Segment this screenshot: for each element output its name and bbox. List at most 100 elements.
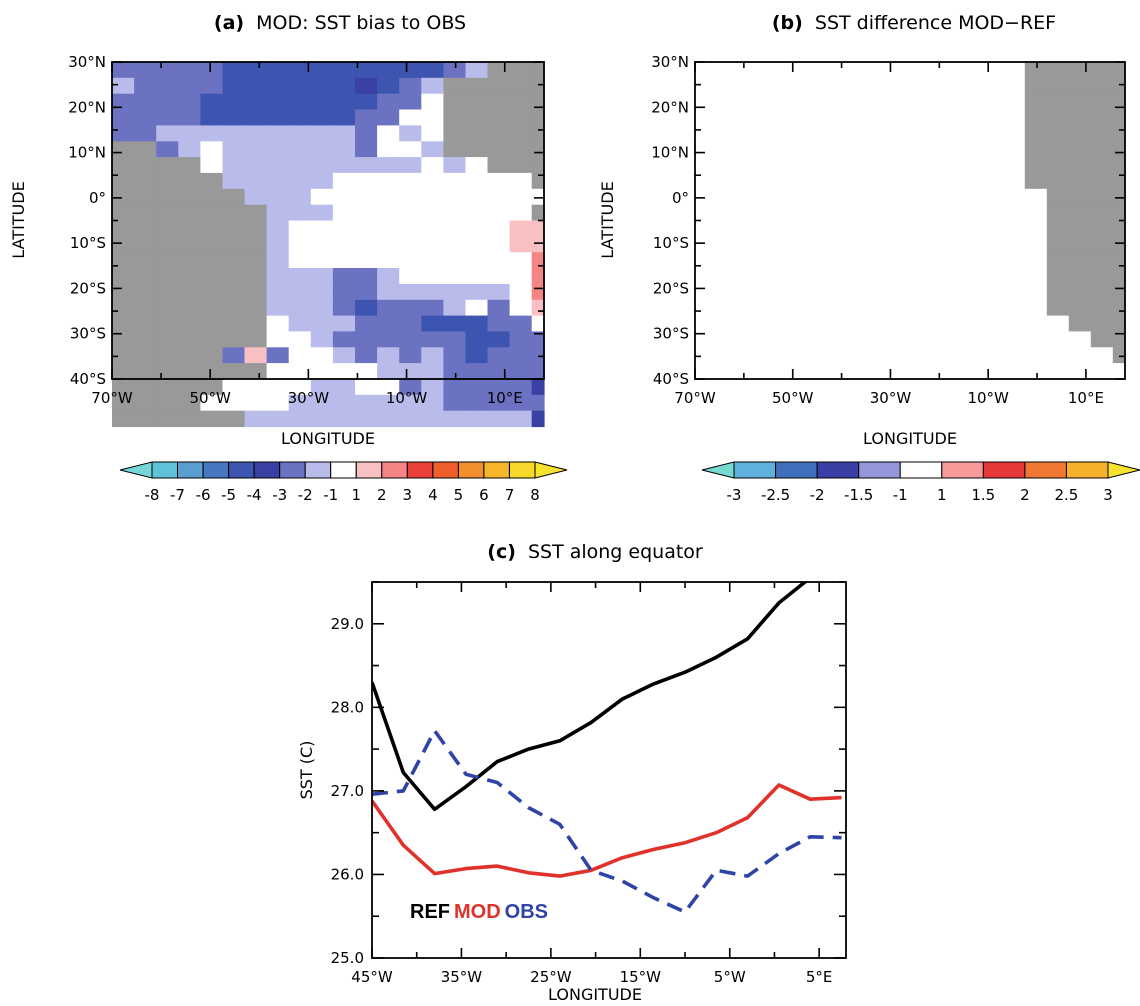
panel-a-cell (399, 315, 422, 332)
panel-b-cell (1024, 299, 1048, 317)
panel-b-cell (936, 236, 960, 253)
panel-b-cell (1068, 236, 1092, 253)
panel-a-cell (355, 77, 378, 95)
panel-b-cell (936, 109, 960, 126)
panel-a-y-tick-label: 30°N (68, 53, 106, 71)
panel-b-cell (892, 93, 916, 111)
panel-b-cell (870, 188, 894, 206)
panel-a-cell (222, 172, 246, 190)
panel-a-cell (266, 77, 290, 95)
panel-c-plot (372, 582, 842, 914)
panel-a-cell (288, 268, 312, 285)
panel-a-cell (399, 93, 422, 111)
panel-c-series-group (372, 582, 842, 914)
panel-a-cell (399, 379, 422, 396)
panel-a-cell (509, 394, 533, 412)
panel-a-cell (443, 283, 467, 301)
panel-b-cell (1024, 363, 1048, 380)
panel-a-cell (200, 268, 224, 285)
panel-a-colorbar-label: -5 (221, 486, 236, 504)
panel-b-title-text: SST difference MOD−REF (815, 12, 1056, 34)
panel-b-cell (980, 299, 1004, 317)
panel-b-cell (783, 236, 806, 253)
panel-a-cell (178, 204, 201, 222)
panel-b-cell (826, 252, 850, 269)
panel-a-y-tick-label: 10°S (70, 234, 106, 252)
panel-b-cell (826, 172, 850, 190)
panel-a-cell (156, 204, 179, 222)
panel-a-cell (178, 331, 201, 348)
panel-b-cell (936, 331, 960, 348)
panel-b-cell (848, 109, 872, 126)
panel-a-colorbar-label: -1 (323, 486, 338, 504)
panel-b-cell (761, 125, 784, 142)
panel-b-cell (848, 220, 872, 237)
panel-a-cell (200, 236, 224, 253)
panel-a-cell (134, 268, 157, 285)
panel-a-cell (399, 331, 422, 348)
panel-a-colorbar-swatch (228, 461, 255, 479)
panel-b-cell (695, 283, 718, 301)
panel-a-cell (332, 379, 356, 396)
panel-a-cell (487, 188, 511, 206)
panel-a-cell (487, 125, 511, 142)
panel-b-cell (1068, 125, 1092, 142)
panel-b-colorbar-label: 2 (1020, 486, 1030, 504)
panel-a-cell (509, 93, 533, 111)
panel-a-cell (200, 252, 224, 269)
panel-a-cell (112, 315, 135, 332)
panel-a-colorbar: -8 -7 -6 -5 -4 -3 -2 -1 1 2 3 4 5 6 7 8 (119, 461, 568, 504)
panel-a-cell (531, 125, 545, 142)
panel-a-cell (310, 252, 334, 269)
panel-a-cell (244, 268, 268, 285)
panel-a-cell (377, 157, 400, 174)
panel-b-colorbar-label: -1.5 (844, 486, 873, 504)
panel-a-cell (310, 331, 334, 348)
panel-a-cell (288, 252, 312, 269)
panel-b-cell (695, 125, 718, 142)
panel-b-cell (804, 331, 828, 348)
panel-b-cell (914, 363, 938, 380)
panel-b-cell (804, 252, 828, 269)
panel-a-cell (355, 299, 378, 317)
panel-a-cell (332, 236, 356, 253)
panel-a-cell (377, 220, 400, 237)
panel-a-cell (200, 331, 224, 348)
panel-b-cell (870, 109, 894, 126)
panel-b-cell (980, 252, 1004, 269)
panel-a-cell (531, 220, 545, 237)
panel-b-cell (936, 157, 960, 174)
panel-b-cell (761, 394, 784, 412)
panel-a-cell (355, 125, 378, 142)
panel-b-cell (761, 283, 784, 301)
panel-a-cell (178, 236, 201, 253)
panel-b-cell (958, 252, 982, 269)
panel-a-cell (465, 268, 489, 285)
panel-b-colorbar-swatch (733, 461, 777, 479)
panel-a-cell (288, 315, 312, 332)
panel-a-cell (531, 347, 545, 364)
panel-a-cell (443, 347, 467, 364)
panel-a-cell (288, 109, 312, 126)
panel-b-cell (695, 331, 718, 348)
panel-a-cell (399, 141, 422, 158)
panel-b-cell (695, 363, 718, 380)
panel-b-cell (739, 283, 762, 301)
panel-a-cell (266, 188, 290, 206)
panel-b-cell (1068, 315, 1092, 332)
panel-a-cell (112, 172, 135, 190)
panel-a-cell (443, 125, 467, 142)
panel-a-cell (222, 347, 246, 364)
panel-b-cell (783, 109, 806, 126)
panel-b-cell (936, 188, 960, 206)
panel-a-cell (443, 77, 467, 95)
panel-a-cell (112, 77, 135, 95)
panel-b-cell (783, 220, 806, 237)
panel-b-cell (980, 77, 1004, 95)
panel-a-cell (531, 283, 545, 301)
panel-a-cell (377, 283, 400, 301)
panel-a-cell (377, 93, 400, 111)
panel-b-cell (1112, 331, 1126, 348)
panel-b-y-tick-label: 20°S (653, 279, 689, 297)
panel-b-colorbar-swatch (858, 461, 901, 479)
